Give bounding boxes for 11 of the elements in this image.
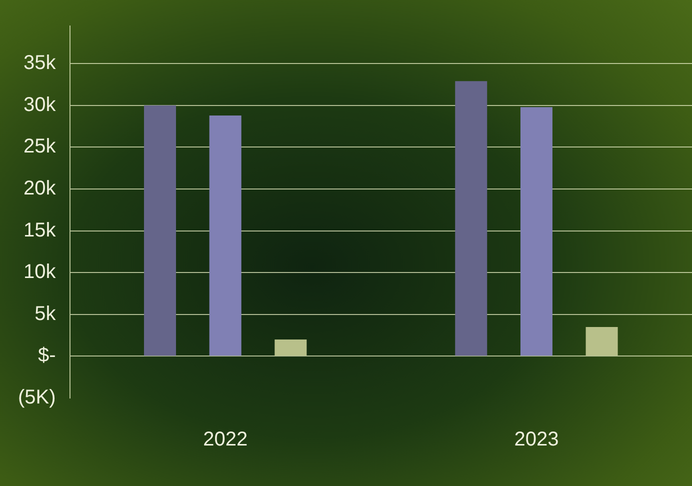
y-tick-label: 25k (24, 136, 57, 158)
y-tick-label: 15k (24, 219, 57, 242)
y-tick-label: (5K) (18, 386, 56, 409)
y-tick-label: 30k (24, 94, 57, 116)
x-tick-label: 2023 (514, 428, 559, 451)
y-tick-label: 35k (24, 52, 57, 74)
y-tick-label: 20k (24, 178, 57, 200)
y-tick-label: 5k (34, 302, 57, 325)
x-tick-label: 2022 (203, 428, 248, 451)
y-tick-label: $- (38, 344, 56, 367)
y-tick-label: 10k (24, 261, 57, 284)
